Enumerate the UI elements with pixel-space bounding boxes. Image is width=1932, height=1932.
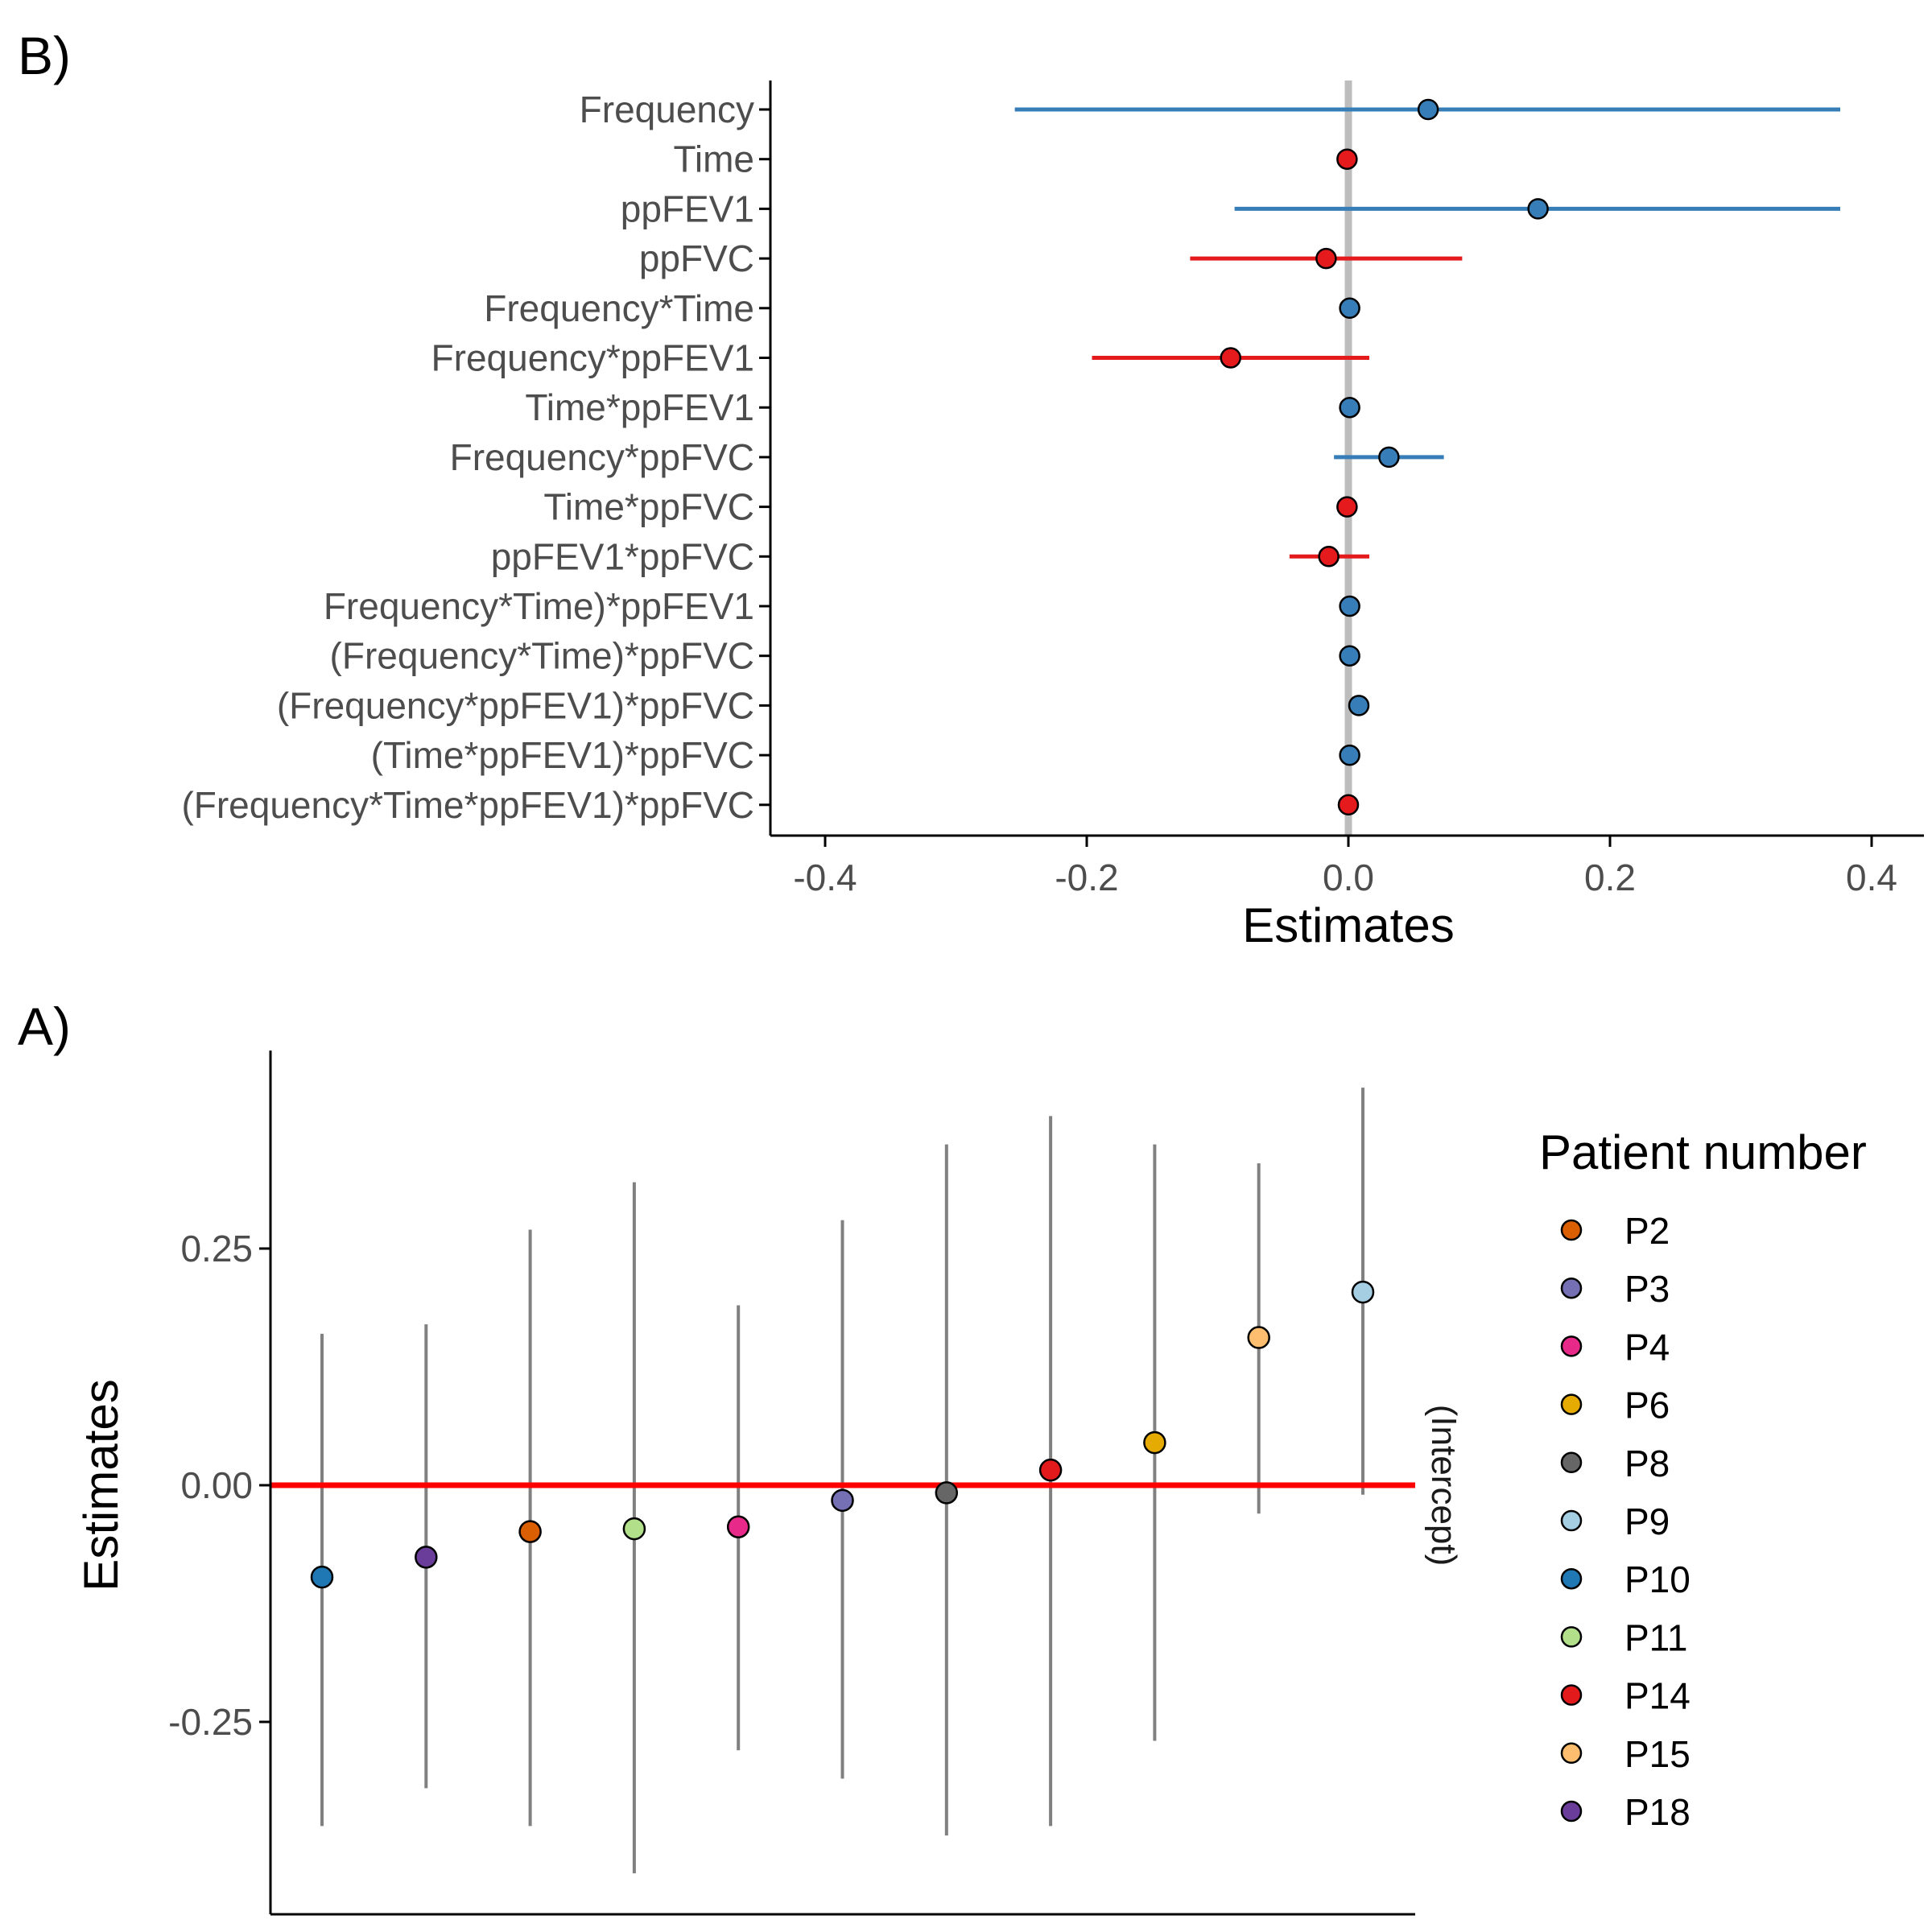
legend-swatch (1560, 1684, 1583, 1706)
legend-label: P10 (1624, 1558, 1690, 1600)
legend-swatch (1560, 1335, 1583, 1357)
term-label: ppFEV1*ppFVC (491, 535, 754, 577)
term-label: Time*ppFVC (543, 486, 754, 528)
legend-label: P18 (1624, 1791, 1690, 1833)
legend-swatch (1560, 1742, 1583, 1765)
legend-label: P9 (1624, 1501, 1670, 1542)
legend-swatch (1560, 1451, 1583, 1474)
legend-swatch (1560, 1567, 1583, 1590)
estimate-point (1318, 546, 1340, 568)
panel-label-a: A) (18, 997, 71, 1056)
patient-estimate-point (1038, 1458, 1063, 1482)
term-label: Frequency*ppFVC (450, 436, 754, 478)
estimate-point (1315, 247, 1337, 270)
estimate-point (1220, 347, 1241, 369)
estimate-point (1337, 794, 1360, 816)
legend: Patient number P2 P3 P4 P6 P8 P9 P10 P11 P14 P15 P… (1539, 1125, 1867, 1833)
legend-swatch (1560, 1393, 1583, 1415)
legend-label: P15 (1624, 1733, 1690, 1775)
x-tick-label: -0.4 (793, 857, 857, 898)
y-tick-label: 0.25 (180, 1228, 253, 1269)
x-tick-label: 0.0 (1323, 857, 1374, 898)
term-label: ppFEV1 (621, 188, 754, 229)
patient-estimate-point (726, 1515, 750, 1538)
legend-label: P8 (1624, 1443, 1670, 1484)
y-axis-title: Estimates (74, 1379, 128, 1591)
estimate-point (1527, 198, 1549, 220)
legend-swatch (1560, 1800, 1583, 1823)
patient-estimate-point (622, 1517, 646, 1541)
legend-label: P4 (1624, 1326, 1670, 1368)
legend-swatch (1560, 1277, 1583, 1299)
panel-label-b: B) (18, 26, 71, 85)
estimate-point (1339, 645, 1360, 667)
estimate-point (1339, 297, 1360, 320)
patient-estimate-point (310, 1565, 334, 1589)
term-label: Time (673, 138, 754, 180)
patient-estimate-point (1143, 1430, 1166, 1455)
patient-estimate-point (415, 1546, 438, 1569)
term-label: Time*ppFEV1 (525, 386, 754, 428)
legend-swatch (1560, 1509, 1583, 1532)
term-label: Frequency (580, 89, 754, 130)
y-tick-label: 0.00 (180, 1464, 253, 1506)
estimate-point (1339, 396, 1360, 419)
panel-b-forest-plot: Frequency Time ppFEV1 ppFVC Frequency*Time Fr… (181, 80, 1924, 952)
legend-label: P2 (1624, 1210, 1670, 1252)
x-tick-label: 0.4 (1846, 857, 1897, 898)
legend-label: P3 (1624, 1268, 1670, 1310)
estimate-point (1336, 148, 1358, 170)
legend-title: Patient number (1539, 1125, 1867, 1179)
term-label: Frequency*ppFEV1 (431, 337, 754, 379)
term-label: ppFVC (639, 237, 754, 279)
term-label: (Time*ppFEV1)*ppFVC (371, 734, 754, 776)
legend-label: P6 (1624, 1385, 1670, 1426)
legend-label: P14 (1624, 1675, 1690, 1717)
patient-estimate-point (1351, 1280, 1375, 1304)
panel-a-patient-plot: -0.25 0.00 0.25 Estimates (Intercept) Pati… (74, 1051, 1867, 1916)
estimate-point (1339, 744, 1360, 766)
estimate-point (1336, 496, 1358, 518)
x-axis-title: Estimates (1242, 898, 1454, 952)
patient-estimate-point (518, 1520, 542, 1543)
x-tick-label: -0.2 (1055, 857, 1118, 898)
facet-strip-label: (Intercept) (1424, 1405, 1463, 1567)
estimate-point (1417, 98, 1439, 121)
term-label: (Frequency*Time)*ppFVC (330, 635, 754, 677)
term-label: Frequency*Time (484, 287, 754, 329)
estimate-point (1339, 595, 1360, 617)
term-label: (Frequency*ppFEV1)*ppFVC (277, 684, 754, 726)
legend-swatch (1560, 1626, 1583, 1648)
term-label: Frequency*Time)*ppFEV1 (324, 585, 754, 627)
estimate-point (1348, 695, 1370, 716)
patient-estimate-point (935, 1481, 959, 1505)
legend-label: P11 (1624, 1616, 1687, 1658)
x-tick-label: 0.2 (1584, 857, 1636, 898)
legend-swatch (1560, 1219, 1583, 1241)
y-tick-label: -0.25 (168, 1701, 253, 1743)
patient-estimate-point (1247, 1326, 1270, 1349)
term-label: (Frequency*Time*ppFEV1)*ppFVC (181, 784, 754, 826)
estimate-point (1378, 446, 1400, 469)
patient-estimate-point (831, 1488, 854, 1513)
